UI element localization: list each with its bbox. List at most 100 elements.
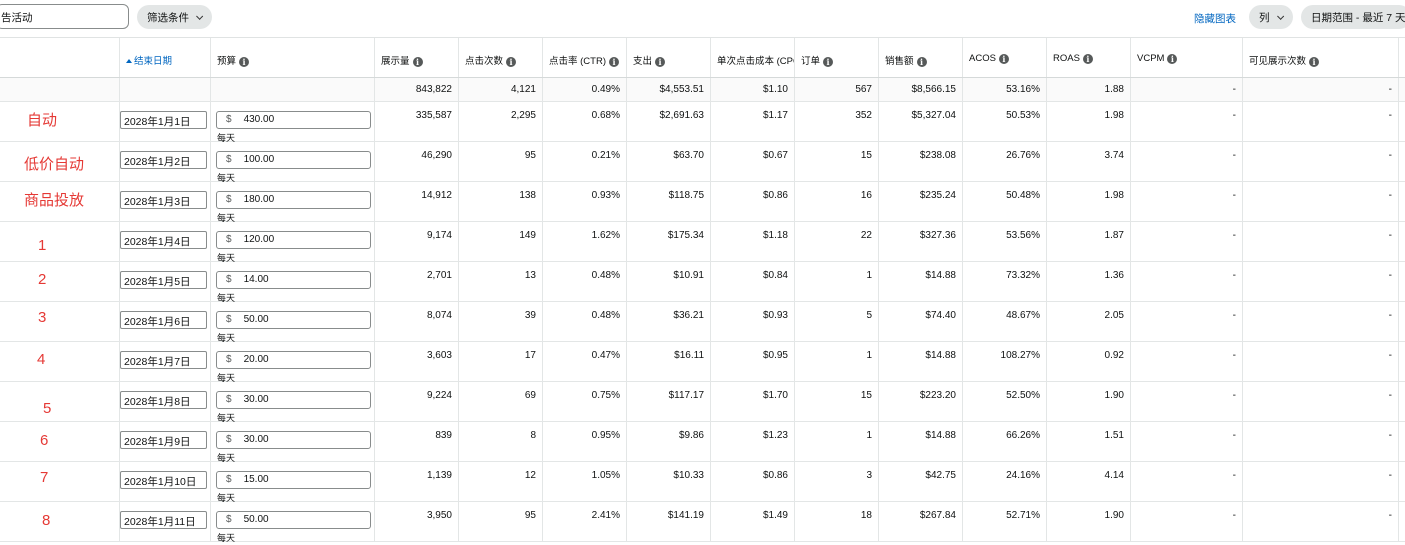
cell-clicks: 69: [459, 382, 543, 421]
cell-name: [0, 422, 120, 461]
cell-end-date: [120, 142, 211, 181]
cell-name: [0, 342, 120, 381]
info-icon[interactable]: i: [609, 57, 619, 67]
row-annotation: 7: [0, 462, 118, 501]
cell-end-date: [120, 382, 211, 421]
end-date-input[interactable]: 2028年1月10日: [120, 471, 207, 489]
end-date-input[interactable]: 2028年1月2日: [120, 151, 207, 169]
cell-cpc: $0.84: [711, 262, 795, 301]
header-roas[interactable]: ROAS i: [1047, 38, 1131, 77]
end-date-input[interactable]: 2028年1月6日: [120, 311, 207, 329]
end-date-input[interactable]: 2028年1月8日: [120, 391, 207, 409]
cell-viewable: -: [1243, 182, 1399, 221]
header-label: 订单: [801, 56, 821, 67]
cell-sales: $235.24: [879, 182, 963, 221]
cell-sales: $74.40: [879, 302, 963, 341]
header-end-date[interactable]: 结束日期: [120, 38, 211, 77]
budget-input[interactable]: $430.00: [216, 111, 371, 129]
info-icon[interactable]: i: [412, 57, 423, 67]
header-label: 可见展示次数: [1249, 56, 1307, 67]
cell-impressions: 2,701: [375, 262, 459, 301]
end-date-input[interactable]: 2028年1月5日: [120, 271, 207, 289]
header-acos[interactable]: ACOS i: [963, 38, 1047, 77]
annotation-text: 低价自动: [24, 156, 85, 173]
info-icon[interactable]: i: [823, 57, 834, 67]
search-input[interactable]: 告活动: [0, 4, 129, 29]
budget-input[interactable]: $15.00: [216, 471, 371, 489]
cell-sales: $238.08: [879, 142, 963, 181]
cell-ctr: 0.93%: [543, 182, 627, 221]
info-icon[interactable]: i: [1167, 54, 1178, 64]
end-date-input[interactable]: 2028年1月7日: [120, 351, 207, 369]
cell-spend: $118.75: [627, 182, 711, 221]
table-row: 46,290 95 0.21% $63.70 $0.67 15 $238.08 26.76% 3…: [0, 142, 1405, 183]
hide-chart-link[interactable]: 隐藏图表: [1194, 13, 1236, 25]
cell-budget: [211, 182, 375, 221]
annotation-text: 5: [43, 400, 52, 417]
info-icon[interactable]: i: [1309, 57, 1320, 67]
info-icon[interactable]: i: [506, 57, 517, 67]
header-sales[interactable]: 销售额 i: [879, 38, 963, 77]
budget-input[interactable]: $100.00: [216, 151, 371, 169]
budget-input[interactable]: $14.00: [216, 271, 371, 289]
table-row: 9,224 69 0.75% $117.17 $1.70 15 $223.20 52.50% 1…: [0, 382, 1405, 423]
row-annotation: 3: [0, 302, 118, 341]
header-clicks[interactable]: 点击次数 i: [459, 38, 543, 77]
annotation-text: 6: [40, 432, 49, 449]
filter-dropdown[interactable]: 筛选条件: [137, 5, 212, 29]
cell-vcpm: -: [1131, 422, 1243, 461]
budget-period-label: 每天: [217, 533, 236, 543]
cell-end-date: [120, 262, 211, 301]
cell-clicks: 8: [459, 422, 543, 461]
header-spend[interactable]: 支出 i: [627, 38, 711, 77]
cell-spend: $141.19: [627, 502, 711, 541]
header-budget[interactable]: 预算 i: [211, 38, 375, 77]
cell-vcpm: -: [1131, 262, 1243, 301]
info-icon[interactable]: i: [655, 57, 666, 67]
header-vcpm[interactable]: VCPM i: [1131, 38, 1243, 77]
budget-input[interactable]: $20.00: [216, 351, 371, 369]
cell-cpc: $0.93: [711, 302, 795, 341]
budget-input[interactable]: $50.00: [216, 511, 371, 529]
end-date-input[interactable]: 2028年1月1日: [120, 111, 207, 129]
cell-orders: 1: [795, 342, 879, 381]
header-label: 展示量: [381, 56, 410, 67]
budget-value: 15.00: [243, 474, 269, 485]
budget-value: 50.00: [243, 514, 269, 525]
cell-clicks: 4,121: [459, 78, 543, 101]
info-icon[interactable]: i: [1082, 54, 1093, 64]
cell-roas: 2.05: [1047, 302, 1131, 341]
end-date-input[interactable]: 2028年1月11日: [120, 511, 207, 529]
date-range-dropdown[interactable]: 日期范围 - 最近 7 天: [1301, 5, 1405, 29]
budget-period-label: 每天: [217, 453, 236, 463]
header-ctr[interactable]: 点击率 (CTR) i: [543, 38, 627, 77]
header-impressions[interactable]: 展示量 i: [375, 38, 459, 77]
budget-input[interactable]: $50.00: [216, 311, 371, 329]
cell-sales: $14.88: [879, 262, 963, 301]
info-icon[interactable]: i: [239, 57, 250, 67]
budget-input[interactable]: $30.00: [216, 431, 371, 449]
end-date-input[interactable]: 2028年1月4日: [120, 231, 207, 249]
end-date-input[interactable]: 2028年1月9日: [120, 431, 207, 449]
header-orders[interactable]: 订单 i: [795, 38, 879, 77]
cell-viewable: -: [1243, 382, 1399, 421]
cell-spend: $2,691.63: [627, 102, 711, 141]
cell-vcpm: -: [1131, 342, 1243, 381]
columns-dropdown[interactable]: 列: [1249, 5, 1293, 29]
cell-impressions: 335,587: [375, 102, 459, 141]
budget-input[interactable]: $120.00: [216, 231, 371, 249]
header-viewable[interactable]: 可见展示次数 i: [1243, 38, 1399, 77]
cell-impressions: 839: [375, 422, 459, 461]
info-icon[interactable]: i: [998, 54, 1009, 64]
row-annotation: 自动: [0, 102, 118, 141]
table-row: 14,912 138 0.93% $118.75 $0.86 16 $235.24 50.48…: [0, 182, 1405, 223]
budget-input[interactable]: $180.00: [216, 191, 371, 209]
end-date-input[interactable]: 2028年1月3日: [120, 191, 207, 209]
cell-spend: $10.91: [627, 262, 711, 301]
cell-roas: 1.51: [1047, 422, 1131, 461]
info-icon[interactable]: i: [916, 57, 927, 67]
currency-symbol: $: [226, 474, 232, 485]
header-cpc[interactable]: 单次点击成本 (CPC): [711, 38, 795, 77]
budget-input[interactable]: $30.00: [216, 391, 371, 409]
cell-acos: 50.53%: [963, 102, 1047, 141]
